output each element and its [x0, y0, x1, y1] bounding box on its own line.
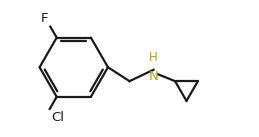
Text: H: H — [149, 51, 158, 64]
Text: N: N — [149, 70, 159, 83]
Text: Cl: Cl — [51, 111, 64, 124]
Text: F: F — [41, 12, 48, 25]
